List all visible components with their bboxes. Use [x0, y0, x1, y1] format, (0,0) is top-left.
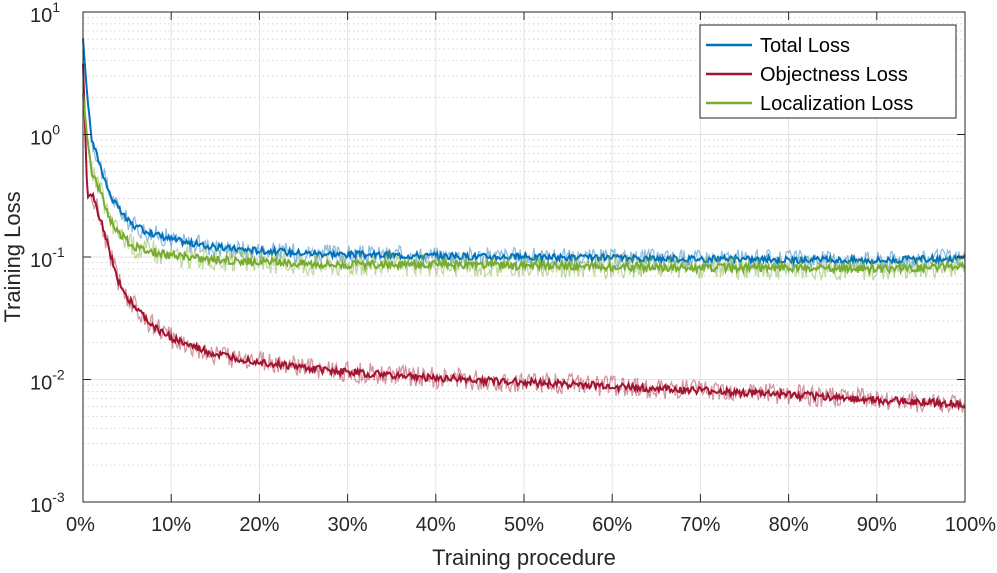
x-tick-label: 40% — [416, 514, 456, 536]
x-tick-label: 100% — [945, 514, 996, 536]
x-tick-label: 70% — [680, 514, 720, 536]
series-raw-localization-loss — [82, 95, 966, 282]
series-layer — [82, 37, 966, 414]
series-line-total-loss — [82, 38, 966, 267]
y-tick-label: 10-2 — [30, 367, 65, 395]
x-tick-label: 80% — [769, 514, 809, 536]
y-tick-labels: 101 100 10-1 10-2 10-3 — [30, 0, 65, 517]
legend-label: Localization Loss — [760, 93, 913, 115]
y-tick-label: 101 — [30, 0, 60, 27]
x-tick-labels: 0% 10% 20% 30% 40% 50% 60% 70% 80% 90% 100% — [66, 514, 996, 536]
x-tick-label: 50% — [504, 514, 544, 536]
y-tick-label: 100 — [30, 122, 60, 150]
series-line-objectness-loss — [82, 63, 966, 411]
x-tick-label: 20% — [239, 514, 279, 536]
x-axis-title: Training procedure — [432, 545, 616, 570]
series-line-localization-loss — [82, 94, 966, 277]
legend-label: Total Loss — [760, 35, 850, 57]
axis-ticks — [82, 11, 966, 503]
y-tick-label: 10-3 — [30, 489, 65, 517]
y-tick-label: 10-1 — [30, 244, 65, 272]
legend-label: Objectness Loss — [760, 64, 908, 86]
x-tick-label: 30% — [328, 514, 368, 536]
y-axis-title: Training Loss — [0, 191, 25, 322]
x-tick-label: 90% — [857, 514, 897, 536]
legend: Total Loss Objectness Loss Localization Lo… — [699, 24, 957, 119]
x-tick-label: 10% — [151, 514, 191, 536]
x-tick-label: 0% — [66, 514, 95, 536]
x-tick-label: 60% — [592, 514, 632, 536]
